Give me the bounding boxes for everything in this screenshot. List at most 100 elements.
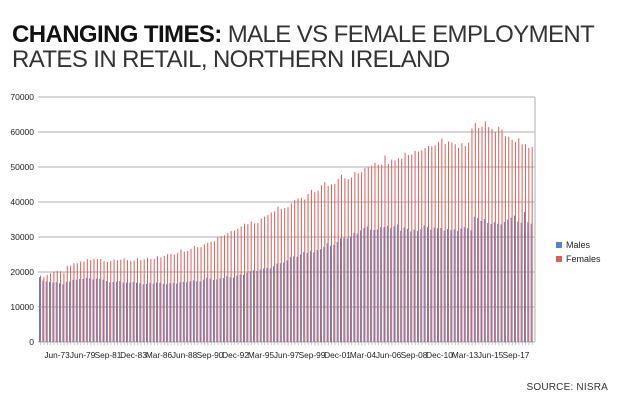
bar-females (153, 258, 155, 342)
bar-males (132, 282, 134, 342)
bar-females (230, 231, 232, 342)
bar-males (510, 217, 512, 342)
bar-females (270, 212, 272, 342)
bar-females (106, 261, 108, 342)
legend-label-females: Females (566, 254, 601, 264)
y-tick-label: 50000 (10, 162, 34, 172)
bar-males (99, 279, 101, 342)
bar-males (236, 275, 238, 342)
bar-females (227, 233, 229, 342)
bar-females (163, 255, 165, 342)
bar-males (45, 281, 47, 342)
bar-males (229, 277, 231, 342)
bar-males (222, 277, 224, 342)
bar-females (213, 241, 215, 342)
bar-females (491, 128, 493, 342)
bar-females (96, 259, 98, 342)
bar-females (73, 263, 75, 342)
chart-title-bold: CHANGING TIMES: (12, 21, 222, 48)
bar-females (247, 224, 249, 342)
bar-females (310, 189, 312, 342)
bar-males (467, 228, 469, 342)
bar-females (354, 171, 356, 342)
bar-females (126, 260, 128, 342)
x-tick-label: Sep-81 (95, 350, 122, 360)
bar-males (403, 227, 405, 342)
bar-males (79, 279, 81, 342)
bar-females (327, 185, 329, 342)
bar-females (488, 127, 490, 342)
bar-females (464, 146, 466, 342)
bar-males (513, 215, 515, 342)
bar-females (183, 251, 185, 342)
bar-males (179, 282, 181, 342)
y-tick-label: 70000 (10, 92, 34, 102)
bar-females (451, 142, 453, 342)
bar-females (367, 167, 369, 342)
x-tick-label: Mar-13 (452, 350, 479, 360)
y-tick-label: 60000 (10, 127, 34, 137)
bar-females (170, 253, 172, 342)
bar-females (244, 223, 246, 342)
bar-females (76, 263, 78, 342)
bar-males (216, 279, 218, 342)
y-tick-label: 20000 (10, 267, 34, 277)
bar-females (404, 152, 406, 342)
bar-males (323, 246, 325, 342)
bar-females (521, 144, 523, 342)
bar-males (249, 271, 251, 342)
bar-males (176, 283, 178, 342)
bar-females (173, 254, 175, 342)
bar-males (219, 278, 221, 342)
bar-females (524, 144, 526, 342)
bar-females (223, 235, 225, 342)
bar-males (366, 226, 368, 342)
bar-females (424, 148, 426, 342)
bar-females (203, 244, 205, 342)
bar-females (468, 142, 470, 342)
bar-males (473, 216, 475, 342)
bar-males (82, 279, 84, 342)
bar-females (330, 184, 332, 342)
bar-males (39, 277, 41, 342)
bar-females (387, 163, 389, 342)
bar-females (458, 147, 460, 342)
bar-males (530, 223, 532, 342)
y-tick-label: 30000 (10, 232, 34, 242)
bar-males (59, 283, 61, 342)
bar-males (423, 225, 425, 342)
bar-males (523, 212, 525, 342)
bar-females (324, 182, 326, 342)
bar-males (289, 256, 291, 342)
bar-females (190, 248, 192, 342)
bar-females (197, 247, 199, 342)
bar-males (437, 228, 439, 342)
bar-females (501, 129, 503, 342)
bar-females (518, 138, 520, 342)
bar-females (220, 235, 222, 342)
bar-females (157, 256, 159, 342)
bar-males (62, 284, 64, 342)
bar-males (286, 260, 288, 342)
bar-females (508, 136, 510, 342)
bar-males (279, 263, 281, 342)
bar-males (146, 283, 148, 342)
bar-males (497, 223, 499, 342)
bar-females (193, 246, 195, 342)
bar-females (528, 147, 530, 342)
bar-females (351, 177, 353, 342)
bar-females (103, 261, 105, 342)
bar-females (264, 216, 266, 342)
bar-males (256, 270, 258, 342)
bar-females (294, 199, 296, 342)
chart-legend: Males Females (556, 238, 601, 266)
y-tick-label: 10000 (10, 302, 34, 312)
bar-females (397, 158, 399, 342)
bar-females (494, 132, 496, 342)
bar-females (394, 160, 396, 342)
bar-males (142, 284, 144, 342)
bar-males (206, 277, 208, 342)
bar-males (273, 266, 275, 342)
y-tick-label: 40000 (10, 197, 34, 207)
bar-males (69, 281, 71, 342)
